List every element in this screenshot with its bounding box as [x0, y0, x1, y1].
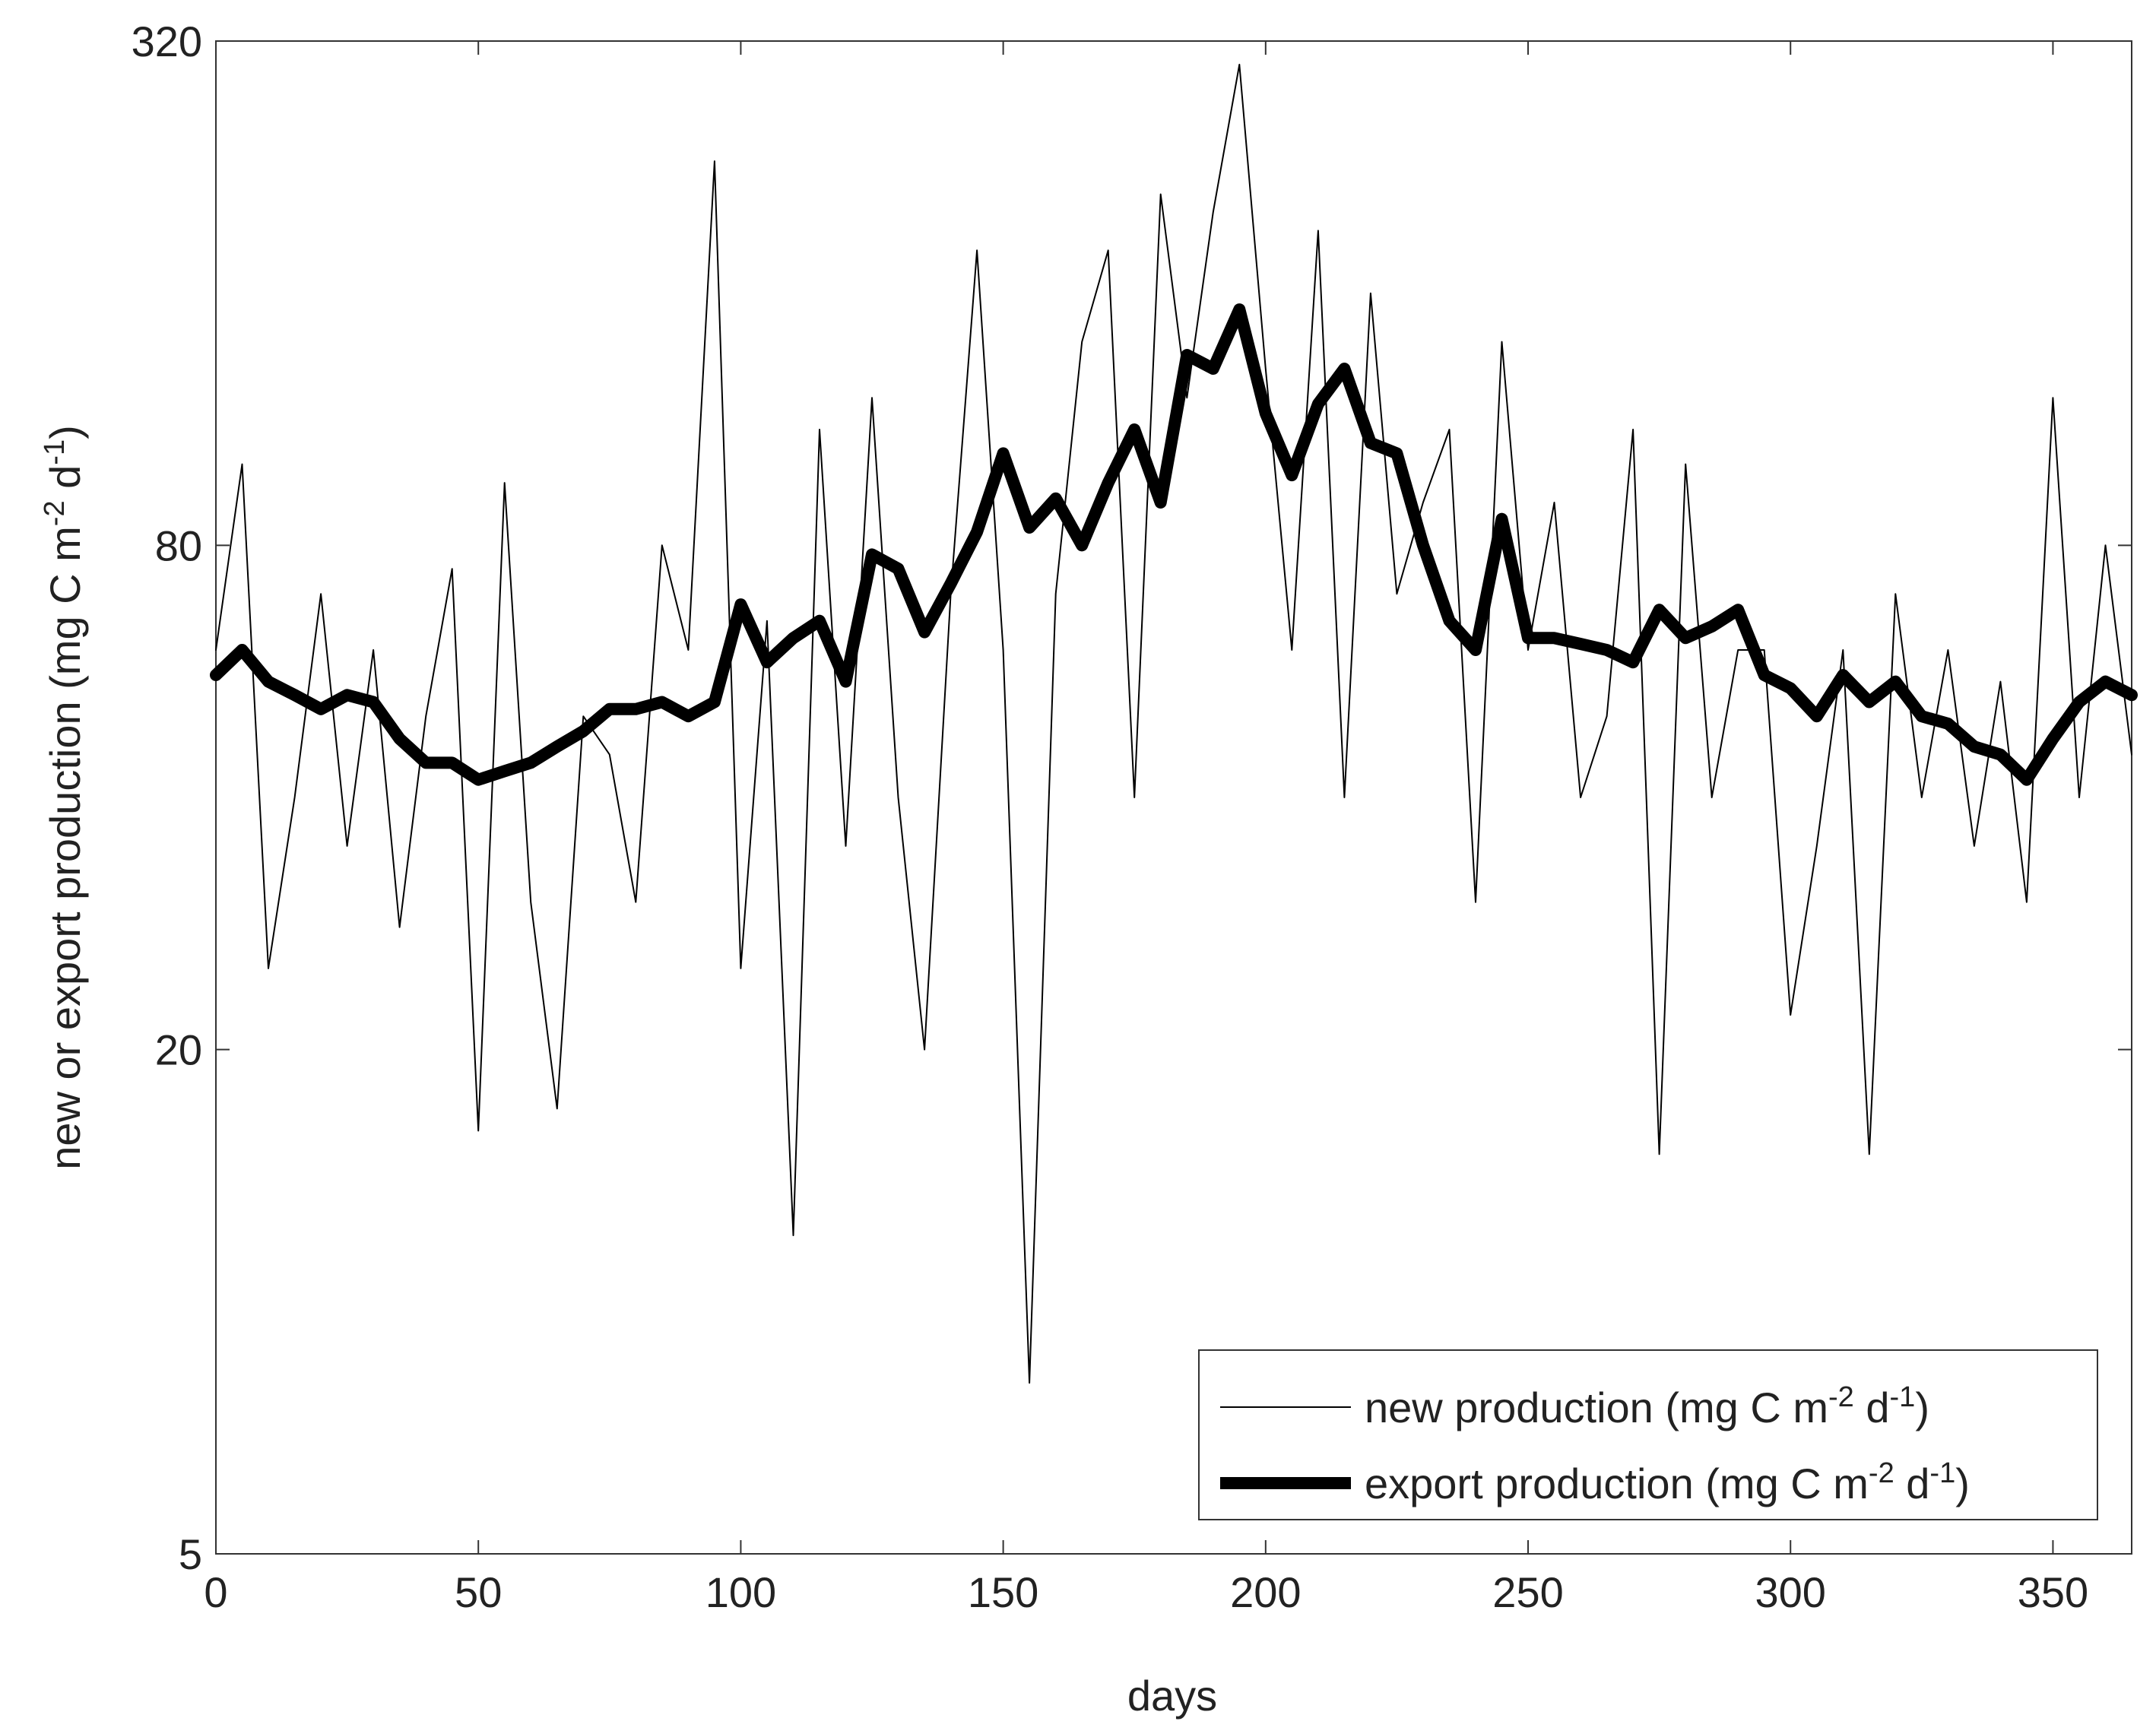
x-tick-label: 350 — [2018, 1568, 2088, 1616]
x-tick-label: 250 — [1492, 1568, 1563, 1616]
y-tick-label: 80 — [155, 521, 202, 569]
x-axis-label: days — [1127, 1672, 1217, 1720]
legend-label: new production (mg C m-2 d-1) — [1365, 1381, 1929, 1431]
x-tick-label: 100 — [705, 1568, 776, 1616]
y-tick-label: 5 — [179, 1530, 202, 1578]
x-tick-label: 300 — [1755, 1568, 1826, 1616]
y-tick-label: 20 — [155, 1026, 202, 1074]
x-tick-label: 150 — [968, 1568, 1038, 1616]
legend-box — [1198, 1349, 2098, 1520]
y-tick-label: 320 — [132, 17, 202, 65]
x-tick-label: 200 — [1230, 1568, 1301, 1616]
series-line — [210, 303, 2138, 786]
plot-frame — [215, 40, 2132, 1555]
x-tick-label: 50 — [455, 1568, 502, 1616]
x-tick-label: 0 — [204, 1568, 227, 1616]
legend-label: export production (mg C m-2 d-1) — [1365, 1457, 1970, 1507]
y-axis-label: new or export production (mg C m-2 d-1) — [39, 425, 89, 1170]
series-line — [215, 63, 2132, 1384]
